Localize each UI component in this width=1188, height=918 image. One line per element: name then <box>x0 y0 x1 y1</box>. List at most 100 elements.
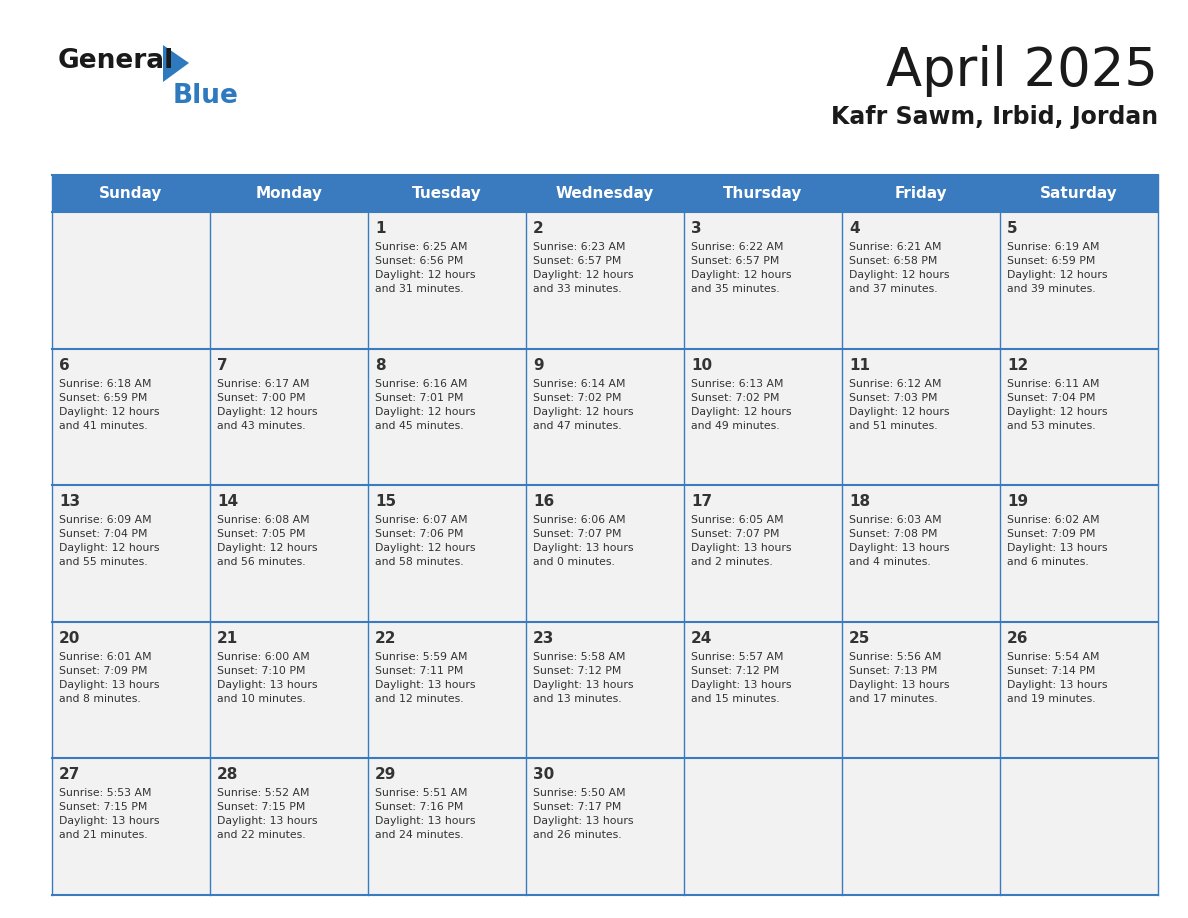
Bar <box>368 212 526 349</box>
Bar <box>210 758 368 895</box>
Text: 3: 3 <box>691 221 702 236</box>
Text: Monday: Monday <box>255 186 322 201</box>
Text: Sunrise: 6:05 AM
Sunset: 7:07 PM
Daylight: 13 hours
and 2 minutes.: Sunrise: 6:05 AM Sunset: 7:07 PM Dayligh… <box>691 515 791 567</box>
Text: 6: 6 <box>59 358 70 373</box>
Bar <box>1000 486 1158 621</box>
Bar <box>52 621 210 758</box>
Text: Sunrise: 5:57 AM
Sunset: 7:12 PM
Daylight: 13 hours
and 15 minutes.: Sunrise: 5:57 AM Sunset: 7:12 PM Dayligh… <box>691 652 791 704</box>
Polygon shape <box>163 45 189 82</box>
Bar <box>526 349 684 486</box>
Text: Sunrise: 5:52 AM
Sunset: 7:15 PM
Daylight: 13 hours
and 22 minutes.: Sunrise: 5:52 AM Sunset: 7:15 PM Dayligh… <box>217 789 317 840</box>
Text: Sunrise: 6:18 AM
Sunset: 6:59 PM
Daylight: 12 hours
and 41 minutes.: Sunrise: 6:18 AM Sunset: 6:59 PM Dayligh… <box>59 378 159 431</box>
Text: 8: 8 <box>375 358 386 373</box>
Text: 30: 30 <box>533 767 555 782</box>
Bar <box>684 621 842 758</box>
Bar <box>526 621 684 758</box>
Text: Sunrise: 6:16 AM
Sunset: 7:01 PM
Daylight: 12 hours
and 45 minutes.: Sunrise: 6:16 AM Sunset: 7:01 PM Dayligh… <box>375 378 475 431</box>
Text: 16: 16 <box>533 494 555 509</box>
Bar <box>842 349 1000 486</box>
Bar <box>684 486 842 621</box>
Bar <box>368 758 526 895</box>
Text: Friday: Friday <box>895 186 947 201</box>
Text: Sunrise: 5:51 AM
Sunset: 7:16 PM
Daylight: 13 hours
and 24 minutes.: Sunrise: 5:51 AM Sunset: 7:16 PM Dayligh… <box>375 789 475 840</box>
Text: 14: 14 <box>217 494 238 509</box>
Text: 22: 22 <box>375 631 397 645</box>
Text: Sunrise: 6:21 AM
Sunset: 6:58 PM
Daylight: 12 hours
and 37 minutes.: Sunrise: 6:21 AM Sunset: 6:58 PM Dayligh… <box>849 242 949 294</box>
Text: Sunrise: 6:01 AM
Sunset: 7:09 PM
Daylight: 13 hours
and 8 minutes.: Sunrise: 6:01 AM Sunset: 7:09 PM Dayligh… <box>59 652 159 704</box>
Text: 27: 27 <box>59 767 81 782</box>
Text: 1: 1 <box>375 221 385 236</box>
Text: Sunrise: 5:56 AM
Sunset: 7:13 PM
Daylight: 13 hours
and 17 minutes.: Sunrise: 5:56 AM Sunset: 7:13 PM Dayligh… <box>849 652 949 704</box>
Text: Thursday: Thursday <box>723 186 803 201</box>
Bar <box>526 758 684 895</box>
Text: 28: 28 <box>217 767 239 782</box>
Bar <box>1000 349 1158 486</box>
Text: 5: 5 <box>1007 221 1018 236</box>
Text: Wednesday: Wednesday <box>556 186 655 201</box>
Text: Sunrise: 6:19 AM
Sunset: 6:59 PM
Daylight: 12 hours
and 39 minutes.: Sunrise: 6:19 AM Sunset: 6:59 PM Dayligh… <box>1007 242 1107 294</box>
Bar <box>368 486 526 621</box>
Text: Sunrise: 6:11 AM
Sunset: 7:04 PM
Daylight: 12 hours
and 53 minutes.: Sunrise: 6:11 AM Sunset: 7:04 PM Dayligh… <box>1007 378 1107 431</box>
Text: Blue: Blue <box>173 83 239 109</box>
Text: 12: 12 <box>1007 358 1029 373</box>
Text: Sunrise: 6:13 AM
Sunset: 7:02 PM
Daylight: 12 hours
and 49 minutes.: Sunrise: 6:13 AM Sunset: 7:02 PM Dayligh… <box>691 378 791 431</box>
Text: 20: 20 <box>59 631 81 645</box>
Text: 2: 2 <box>533 221 544 236</box>
Bar <box>684 758 842 895</box>
Bar <box>1000 621 1158 758</box>
Bar <box>52 486 210 621</box>
Text: April 2025: April 2025 <box>886 45 1158 97</box>
Text: Sunrise: 6:22 AM
Sunset: 6:57 PM
Daylight: 12 hours
and 35 minutes.: Sunrise: 6:22 AM Sunset: 6:57 PM Dayligh… <box>691 242 791 294</box>
Text: 18: 18 <box>849 494 870 509</box>
Bar <box>210 349 368 486</box>
Text: Sunrise: 6:06 AM
Sunset: 7:07 PM
Daylight: 13 hours
and 0 minutes.: Sunrise: 6:06 AM Sunset: 7:07 PM Dayligh… <box>533 515 633 567</box>
Text: 25: 25 <box>849 631 871 645</box>
Text: Sunrise: 6:25 AM
Sunset: 6:56 PM
Daylight: 12 hours
and 31 minutes.: Sunrise: 6:25 AM Sunset: 6:56 PM Dayligh… <box>375 242 475 294</box>
Bar <box>842 212 1000 349</box>
Text: Tuesday: Tuesday <box>412 186 482 201</box>
Text: Sunrise: 5:50 AM
Sunset: 7:17 PM
Daylight: 13 hours
and 26 minutes.: Sunrise: 5:50 AM Sunset: 7:17 PM Dayligh… <box>533 789 633 840</box>
Text: Sunrise: 6:00 AM
Sunset: 7:10 PM
Daylight: 13 hours
and 10 minutes.: Sunrise: 6:00 AM Sunset: 7:10 PM Dayligh… <box>217 652 317 704</box>
Text: Sunrise: 6:12 AM
Sunset: 7:03 PM
Daylight: 12 hours
and 51 minutes.: Sunrise: 6:12 AM Sunset: 7:03 PM Dayligh… <box>849 378 949 431</box>
Text: 11: 11 <box>849 358 870 373</box>
Bar <box>368 621 526 758</box>
Bar <box>52 212 210 349</box>
Text: 26: 26 <box>1007 631 1029 645</box>
Text: Sunrise: 5:58 AM
Sunset: 7:12 PM
Daylight: 13 hours
and 13 minutes.: Sunrise: 5:58 AM Sunset: 7:12 PM Dayligh… <box>533 652 633 704</box>
Text: 17: 17 <box>691 494 712 509</box>
Text: 19: 19 <box>1007 494 1028 509</box>
Text: Sunrise: 5:59 AM
Sunset: 7:11 PM
Daylight: 13 hours
and 12 minutes.: Sunrise: 5:59 AM Sunset: 7:11 PM Dayligh… <box>375 652 475 704</box>
Text: 24: 24 <box>691 631 713 645</box>
Bar <box>684 349 842 486</box>
Bar <box>210 212 368 349</box>
Bar <box>842 621 1000 758</box>
Bar <box>526 486 684 621</box>
Bar <box>526 212 684 349</box>
Text: Sunrise: 6:17 AM
Sunset: 7:00 PM
Daylight: 12 hours
and 43 minutes.: Sunrise: 6:17 AM Sunset: 7:00 PM Dayligh… <box>217 378 317 431</box>
Text: 15: 15 <box>375 494 396 509</box>
Text: 23: 23 <box>533 631 555 645</box>
Text: 4: 4 <box>849 221 860 236</box>
Text: 10: 10 <box>691 358 712 373</box>
Bar <box>52 758 210 895</box>
Bar <box>52 175 1158 212</box>
Bar <box>842 758 1000 895</box>
Text: Saturday: Saturday <box>1041 186 1118 201</box>
Bar <box>210 486 368 621</box>
Text: Sunrise: 5:54 AM
Sunset: 7:14 PM
Daylight: 13 hours
and 19 minutes.: Sunrise: 5:54 AM Sunset: 7:14 PM Dayligh… <box>1007 652 1107 704</box>
Text: 7: 7 <box>217 358 228 373</box>
Text: Kafr Sawm, Irbid, Jordan: Kafr Sawm, Irbid, Jordan <box>830 105 1158 129</box>
Text: Sunrise: 6:14 AM
Sunset: 7:02 PM
Daylight: 12 hours
and 47 minutes.: Sunrise: 6:14 AM Sunset: 7:02 PM Dayligh… <box>533 378 633 431</box>
Text: Sunrise: 6:02 AM
Sunset: 7:09 PM
Daylight: 13 hours
and 6 minutes.: Sunrise: 6:02 AM Sunset: 7:09 PM Dayligh… <box>1007 515 1107 567</box>
Text: Sunrise: 6:09 AM
Sunset: 7:04 PM
Daylight: 12 hours
and 55 minutes.: Sunrise: 6:09 AM Sunset: 7:04 PM Dayligh… <box>59 515 159 567</box>
Text: Sunrise: 6:08 AM
Sunset: 7:05 PM
Daylight: 12 hours
and 56 minutes.: Sunrise: 6:08 AM Sunset: 7:05 PM Dayligh… <box>217 515 317 567</box>
Bar <box>684 212 842 349</box>
Bar <box>1000 758 1158 895</box>
Text: 9: 9 <box>533 358 544 373</box>
Bar <box>52 349 210 486</box>
Bar <box>842 486 1000 621</box>
Text: Sunrise: 5:53 AM
Sunset: 7:15 PM
Daylight: 13 hours
and 21 minutes.: Sunrise: 5:53 AM Sunset: 7:15 PM Dayligh… <box>59 789 159 840</box>
Text: 13: 13 <box>59 494 80 509</box>
Text: 29: 29 <box>375 767 397 782</box>
Text: General: General <box>58 48 175 74</box>
